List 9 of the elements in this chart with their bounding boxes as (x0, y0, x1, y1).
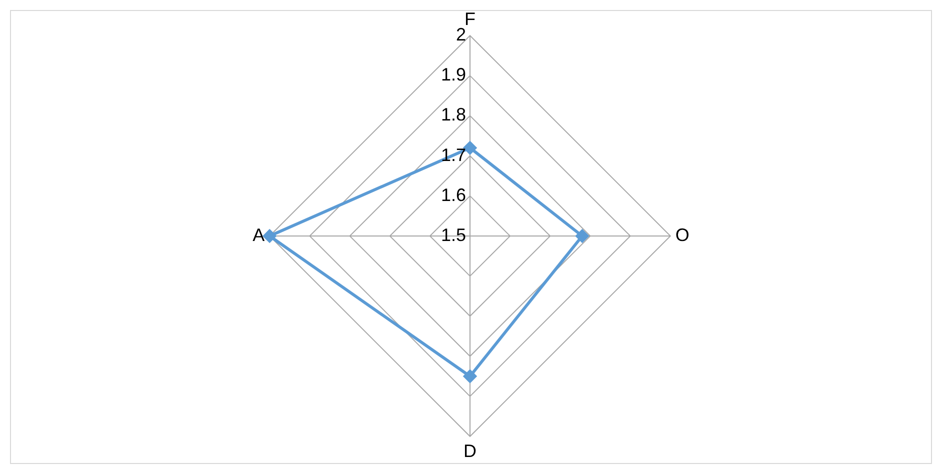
spoke-label: A (252, 224, 265, 245)
y-tick-label: 1.5 (440, 224, 466, 245)
y-tick-label: 2 (456, 24, 466, 45)
y-tick-label: 1.8 (440, 104, 466, 125)
y-tick-label: 1.9 (440, 64, 466, 85)
y-tick-label: 1.6 (440, 184, 466, 205)
spoke-label: F (464, 8, 476, 29)
spoke-label: D (464, 441, 476, 462)
spoke-label: O (675, 224, 690, 245)
